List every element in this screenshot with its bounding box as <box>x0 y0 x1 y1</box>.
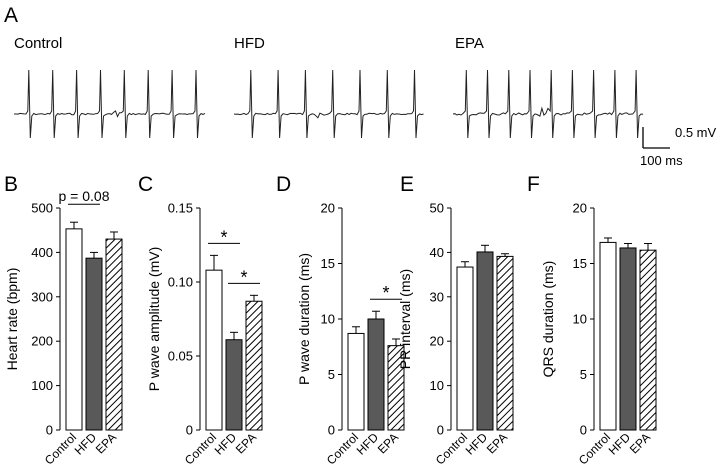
x-tick-label: EPA <box>233 430 259 456</box>
panel-a-letter: A <box>4 4 18 27</box>
bar-hfd <box>85 257 103 431</box>
y-tick-label: 10 <box>430 378 444 393</box>
bar-control <box>347 332 365 431</box>
y-tick-label: 10 <box>573 312 587 327</box>
bar-hfd <box>476 251 494 431</box>
ecg-trace-epa <box>452 69 644 139</box>
scale-bar: 0.5 mV 100 ms <box>640 125 717 168</box>
panel-letter: F <box>527 173 540 196</box>
x-tick-label: EPA <box>627 430 653 456</box>
y-tick-label: 20 <box>430 334 444 349</box>
y-tick-label: 200 <box>31 334 53 349</box>
trace-label-control: Control <box>14 35 62 52</box>
ecg-trace-control <box>14 69 206 139</box>
x-tick-label: EPA <box>93 430 119 456</box>
panel-letter: D <box>276 173 291 196</box>
y-tick-label: 100 <box>31 378 53 393</box>
significance-label: p = 0.08 <box>59 188 110 204</box>
significance-label: * <box>240 267 247 287</box>
significance-label: * <box>220 227 227 247</box>
y-tick-label: 5 <box>328 367 335 382</box>
bar-control <box>65 228 83 431</box>
ecg-trace-hfd <box>233 69 424 139</box>
panel-letter: C <box>138 173 153 196</box>
bar-epa <box>639 249 657 431</box>
y-tick-label: 50 <box>430 201 444 216</box>
bar-control <box>599 241 617 431</box>
scale-bar-time: 100 ms <box>640 153 683 168</box>
y-tick-label: 30 <box>430 289 444 304</box>
bar-hfd <box>619 247 637 431</box>
bar-control <box>456 266 474 431</box>
panel-a: A Control HFD EPA 0.5 mV 100 ms <box>4 4 717 168</box>
x-tick-label: EPA <box>484 430 510 456</box>
panel-letter: B <box>4 173 18 196</box>
trace-label-epa: EPA <box>455 35 484 52</box>
y-tick-label: 0.10 <box>168 275 193 290</box>
y-axis-label: PR interval (ms) <box>397 269 413 369</box>
y-tick-label: 0 <box>328 423 335 438</box>
trace-label-hfd: HFD <box>234 35 265 52</box>
bar-epa <box>496 255 514 431</box>
y-tick-label: 500 <box>31 201 53 216</box>
y-tick-label: 400 <box>31 245 53 260</box>
scale-bar-voltage: 0.5 mV <box>675 125 717 140</box>
y-tick-label: 0 <box>437 423 444 438</box>
panel-c: C00.050.100.15P wave amplitude (mV)Contr… <box>138 173 263 467</box>
bar-epa <box>105 238 123 431</box>
panel-letter: E <box>400 173 414 196</box>
y-axis-label: Heart rate (bpm) <box>4 268 20 371</box>
significance-label: * <box>382 283 389 303</box>
y-tick-label: 0.15 <box>168 201 193 216</box>
y-tick-label: 0 <box>186 423 193 438</box>
y-axis-label: P wave amplitude (mV) <box>146 247 162 391</box>
y-tick-label: 300 <box>31 289 53 304</box>
y-tick-label: 40 <box>430 245 444 260</box>
y-axis-label: QRS duration (ms) <box>540 261 556 378</box>
y-tick-label: 10 <box>321 312 335 327</box>
y-tick-label: 20 <box>573 201 587 216</box>
bar-hfd <box>367 318 385 431</box>
y-tick-label: 15 <box>573 256 587 271</box>
y-tick-label: 0 <box>580 423 587 438</box>
y-tick-label: 5 <box>580 367 587 382</box>
y-axis-label: P wave duration (ms) <box>296 253 312 385</box>
bar-epa <box>245 300 263 431</box>
y-tick-label: 0 <box>46 423 53 438</box>
bar-hfd <box>225 339 243 431</box>
y-tick-label: 20 <box>321 201 335 216</box>
x-tick-label: EPA <box>375 430 401 456</box>
y-tick-label: 0.05 <box>168 349 193 364</box>
bar-control <box>205 269 223 431</box>
y-tick-label: 15 <box>321 256 335 271</box>
